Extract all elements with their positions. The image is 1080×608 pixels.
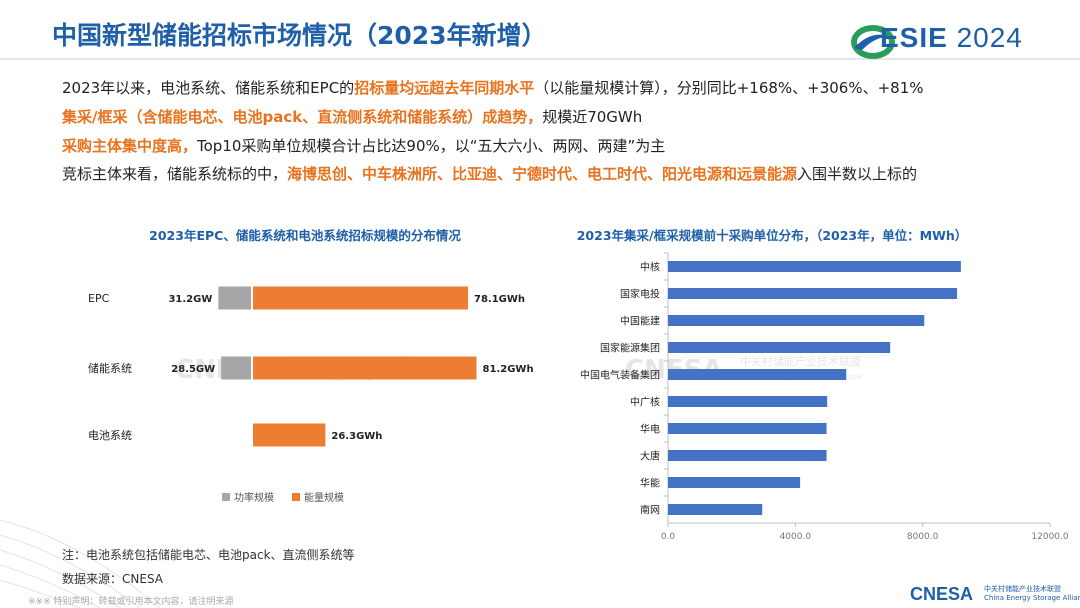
chart1-legend-swatch [222, 493, 230, 501]
chart2-category-label: 国家电投 [620, 288, 660, 301]
esie-logo-text: ESIE 2024 [880, 22, 1023, 53]
chart2-category-label: 中国能建 [620, 315, 660, 328]
footer-brand: CNESA [910, 584, 974, 604]
chart2-title: 2023年集采/框采规模前十采购单位分布，（2023年，单位：MWh） [577, 228, 968, 243]
footer-brand-en: China Energy Storage Alliance [984, 594, 1080, 602]
chart-note: 注：电池系统包括储能电芯、电池pack、直流侧系统等 [62, 548, 355, 562]
chart1-label-power: 31.2GW [168, 294, 212, 305]
chart2-x-tick-label: 8000.0 [907, 532, 939, 542]
chart2-category-label: 华电 [640, 423, 660, 436]
chart2-bar [668, 396, 828, 407]
footer-brand-cn: 中关村储能产业技术联盟 [984, 585, 1061, 593]
corner-decoration [0, 519, 160, 608]
chart2-bar [668, 477, 801, 488]
paragraph-2: 集采/框采（含储能电芯、电池pack、直流侧系统和储能系统）成趋势，规模近70G… [62, 108, 643, 126]
chart1-legend-label: 能量规模 [304, 491, 344, 504]
chart2-x-tick-label: 12000.0 [1031, 532, 1068, 542]
esie-logo-icon [851, 25, 895, 59]
chart2-bar [668, 288, 958, 299]
chart1-bar-energy [253, 356, 477, 380]
chart1-title: 2023年EPC、储能系统和电池系统招标规模的分布情况 [149, 228, 461, 243]
paragraph-1: 2023年以来，电池系统、储能系统和EPC的招标量均远超去年同期水平（以能量规模… [62, 79, 924, 97]
chart1-label-energy: 81.2GWh [483, 364, 534, 375]
chart2-category-label: 中核 [640, 261, 660, 274]
chart2-bar [668, 342, 891, 353]
data-source: 数据来源：CNESA [62, 572, 163, 586]
chart1-category-label: 电池系统 [88, 429, 132, 442]
chart2-category-label: 华能 [640, 477, 660, 490]
chart2-bar [668, 450, 827, 461]
watermark-cn-2: 中关村储能产业技术联盟 [740, 354, 861, 368]
chart2-bar [668, 261, 961, 272]
chart2-category-label: 中广核 [630, 396, 660, 409]
chart1-bar-energy [253, 423, 326, 447]
chart2-bar [668, 504, 763, 515]
title-divider [0, 58, 1080, 60]
chart2-category-label: 大唐 [640, 450, 660, 463]
chart1-category-label: 储能系统 [88, 361, 132, 375]
chart1-label-power: 28.5GW [171, 364, 215, 375]
paragraph-4: 竞标主体来看，储能系统标的中，海博思创、中车株洲所、比亚迪、宁德时代、电工时代、… [62, 165, 918, 183]
chart1-bar-power [221, 356, 251, 380]
chart1-label-energy: 78.1GWh [474, 294, 525, 305]
page-title: 中国新型储能招标市场情况（2023年新增） [52, 21, 547, 50]
chart2-x-tick-label: 4000.0 [780, 532, 812, 542]
chart2-category-label: 国家能源集团 [600, 342, 660, 355]
paragraph-3: 采购主体集中度高，Top10采购单位规模合计占比达90%，以“五大六小、两网、两… [62, 137, 666, 155]
chart1-category-label: EPC [88, 292, 110, 305]
chart1-label-energy: 26.3GWh [331, 431, 382, 442]
chart1-bar-energy [253, 286, 468, 310]
footer-brand-sub: 中关村储能产业技术联盟 China Energy Storage Alliance [984, 585, 1080, 603]
chart2-bar [668, 369, 847, 380]
chart1-legend-swatch [292, 493, 300, 501]
chart1-legend-label: 功率规模 [234, 491, 274, 504]
chart1-bar-power [218, 286, 251, 310]
chart2-bar [668, 423, 827, 434]
chart2-x-tick-label: 0.0 [661, 532, 676, 542]
copyright-notice: ※※※ 特别声明：转载或引用本文内容，请注明来源 [28, 597, 234, 607]
chart2-category-label: 南网 [640, 504, 660, 517]
chart2-category-label: 中国电气装备集团 [580, 369, 660, 382]
chart2-bar [668, 315, 925, 326]
